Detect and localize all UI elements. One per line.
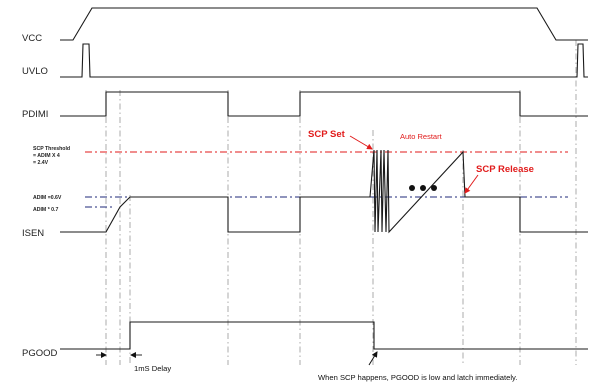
vertical-guides [105,40,577,365]
pgood-waveform [60,321,588,350]
pdimi-waveform [60,91,588,117]
scp-threshold-label-3: = 2.4V [33,160,49,166]
scp-release-label: SCP Release [476,164,534,175]
ellipsis-dots [409,185,437,191]
pgood-note: When SCP happens, PGOOD is low and latch… [318,373,517,382]
scp-set-label: SCP Set [308,129,346,140]
dot [431,185,437,191]
adim-07-label: ADIM * 0.7 [33,207,58,213]
adim-06-label: ADIM =0.6V [33,195,62,201]
vcc-waveform [60,7,588,41]
delay-label: 1mS Delay [134,364,171,373]
uvlo-label: UVLO [22,66,48,77]
uvlo-waveform [60,43,588,78]
dot [420,185,426,191]
pgood-note-arrow [368,351,378,366]
scp-threshold-label-2: = ADIM X 4 [33,153,60,159]
pgood-label: PGOOD [22,348,58,359]
isen-waveform [60,149,588,234]
scp-set-arrow [349,135,373,150]
scp-release-arrow [464,174,479,194]
vcc-label: VCC [22,33,42,44]
auto-restart-label: Auto Restart [400,132,443,141]
scp-threshold-label-1: SCP Threshold [33,146,70,152]
pdimi-label: PDIMI [22,109,48,120]
isen-label: ISEN [22,228,44,239]
dot [409,185,415,191]
